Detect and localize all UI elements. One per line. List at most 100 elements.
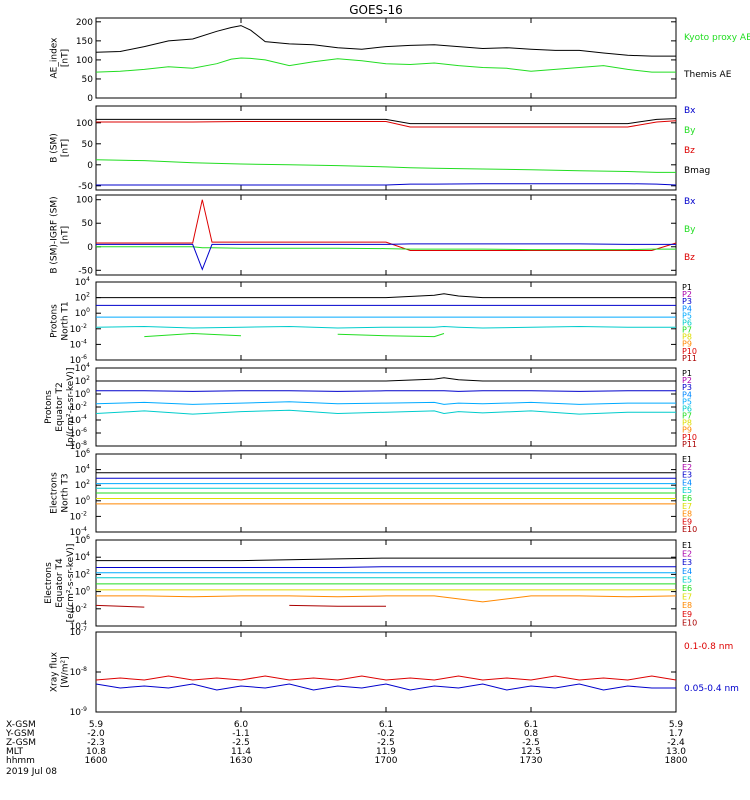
legend-label: P4	[682, 390, 692, 399]
y-axis-label: North T3	[61, 473, 71, 512]
legend-label: P7	[682, 326, 692, 335]
y-tick-label: 102	[75, 292, 90, 304]
y-tick-label: -50	[78, 182, 93, 192]
y-axis-label: North T1	[61, 301, 71, 340]
legend-label: E2	[682, 463, 692, 472]
ephemeris-value: 11.9	[376, 747, 396, 757]
y-tick-label: 50	[82, 75, 94, 85]
series-line	[96, 599, 483, 608]
legend-label: Bmag	[684, 166, 710, 176]
y-tick-label: 104	[75, 464, 90, 476]
legend-label: E1	[682, 455, 692, 464]
series-line	[96, 595, 677, 603]
y-tick-label: 0	[87, 161, 93, 171]
y-tick-label: 10-2	[70, 401, 88, 413]
ephemeris-value: 6.1	[379, 720, 393, 730]
series-line	[95, 325, 676, 329]
ephemeris-value: 1800	[665, 756, 688, 766]
plot-title: GOES-16	[349, 3, 403, 17]
y-tick-label: -50	[78, 266, 93, 276]
series-line	[96, 390, 676, 392]
y-tick-label: 10-6	[70, 354, 88, 366]
legend-label: E9	[682, 517, 692, 526]
date-label: 2019 Jul 08	[6, 767, 57, 777]
panel-frame	[95, 105, 677, 191]
y-tick-label: 50	[82, 219, 94, 229]
legend-label: E6	[682, 494, 692, 503]
series-line	[96, 377, 676, 382]
series-line	[96, 199, 677, 251]
y-tick-label: 100	[75, 307, 90, 319]
legend-label: E1	[682, 541, 692, 550]
y-axis-label: Protons	[50, 304, 60, 338]
legend-label: P8	[682, 419, 692, 428]
legend-label: P7	[682, 412, 692, 421]
y-tick-label: 106	[75, 534, 90, 546]
y-tick-label: 10-8	[70, 666, 88, 678]
y-axis-label: Equator T4	[55, 558, 65, 608]
legend-label: E4	[682, 567, 692, 576]
ephemeris-value: -2.3	[87, 738, 105, 748]
legend-label: P1	[682, 369, 692, 378]
legend-label: E5	[682, 575, 692, 584]
y-axis-label: [p/(cm²-s-sr-keV)]	[66, 368, 76, 447]
y-tick-label: 104	[75, 276, 90, 288]
y-axis-label: [e/(cm²-s-sr-keV)]	[66, 544, 76, 623]
legend-label: P11	[682, 440, 697, 449]
legend-label: E10	[682, 525, 697, 534]
ephemeris-value: 1600	[85, 756, 108, 766]
legend-label: E3	[682, 471, 692, 480]
y-axis-label: Electrons	[44, 562, 54, 604]
legend-label: P5	[682, 397, 692, 406]
series-line	[95, 401, 676, 405]
series-line	[95, 683, 676, 691]
ephemeris-row-label: Z-GSM	[6, 738, 36, 748]
series-line	[96, 246, 676, 251]
legend-label: E5	[682, 486, 692, 495]
panel-frame	[95, 631, 677, 713]
ephemeris-value: 11.4	[231, 747, 251, 757]
y-tick-label: 100	[75, 495, 90, 507]
series-line	[96, 120, 677, 128]
y-tick-label: 10-4	[70, 338, 88, 350]
y-tick-label: 10-4	[70, 620, 88, 632]
ephemeris-value: 1630	[230, 756, 253, 766]
ephemeris-value: 6.1	[524, 720, 538, 730]
y-tick-label: 104	[75, 362, 90, 374]
legend-label: E7	[682, 502, 692, 511]
y-axis-label: B (SM)	[50, 133, 60, 163]
series-line	[96, 118, 677, 125]
legend-label: P3	[682, 383, 692, 392]
series-line	[95, 675, 677, 681]
y-tick-label: 100	[76, 56, 93, 66]
legend-label: E6	[682, 584, 692, 593]
series-line	[96, 243, 676, 271]
legend-label: Bz	[684, 253, 695, 263]
legend-label: Kyoto proxy AE	[684, 33, 750, 43]
ephemeris-value: 5.9	[669, 720, 684, 730]
ephemeris-value: 1700	[375, 756, 398, 766]
ephemeris-row-label: Y-GSM	[5, 729, 34, 739]
legend-label: E7	[682, 593, 692, 602]
y-axis-label: [nT]	[61, 226, 71, 244]
ephemeris-row-label: MLT	[6, 747, 24, 757]
legend-label: E2	[682, 550, 692, 559]
legend-label: P8	[682, 333, 692, 342]
legend-label: P2	[682, 376, 692, 385]
legend-label: E4	[682, 478, 692, 487]
panel-frame	[95, 194, 677, 276]
y-tick-label: 10-6	[70, 427, 88, 439]
ephemeris-value: 5.9	[89, 720, 104, 730]
panel-frame	[95, 367, 677, 447]
ephemeris-value: -0.2	[377, 729, 395, 739]
ephemeris-row-label: hhmm	[6, 756, 35, 766]
ephemeris-value: -2.5	[522, 738, 540, 748]
y-tick-label: 10-9	[70, 706, 88, 718]
legend-label: 0.05-0.4 nm	[684, 684, 739, 694]
y-axis-label: Electrons	[50, 472, 60, 514]
y-axis-label: [nT]	[61, 139, 71, 157]
legend-label: P3	[682, 297, 692, 306]
panel-frame	[95, 281, 677, 361]
legend-label: Bx	[684, 197, 696, 207]
y-tick-label: 50	[82, 140, 94, 150]
